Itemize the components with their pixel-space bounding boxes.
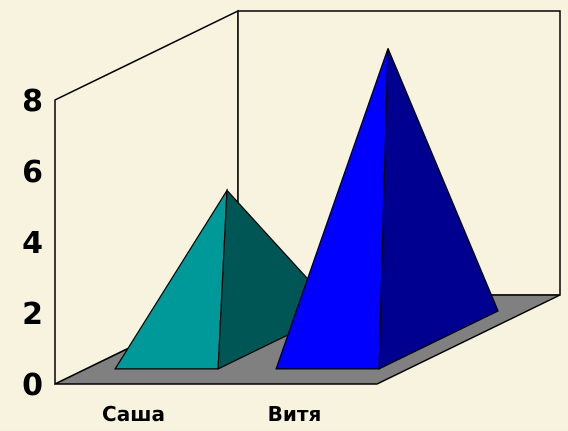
y-axis-ticks: 0 2 4 6 8 (22, 84, 43, 403)
x-axis-ticks: Саша Витя (102, 402, 321, 426)
pyramid-bar-1 (275, 48, 499, 370)
y-tick-label: 0 (22, 368, 43, 403)
pyramid-side-face (378, 48, 499, 370)
x-tick-label: Витя (268, 402, 322, 426)
chart-bars (114, 48, 499, 370)
y-tick-label: 2 (22, 297, 43, 332)
x-tick-label: Саша (102, 402, 165, 426)
y-tick-label: 8 (22, 84, 43, 119)
chart-walls (54, 9, 561, 386)
y-tick-label: 6 (22, 155, 43, 190)
y-tick-label: 4 (22, 226, 43, 261)
